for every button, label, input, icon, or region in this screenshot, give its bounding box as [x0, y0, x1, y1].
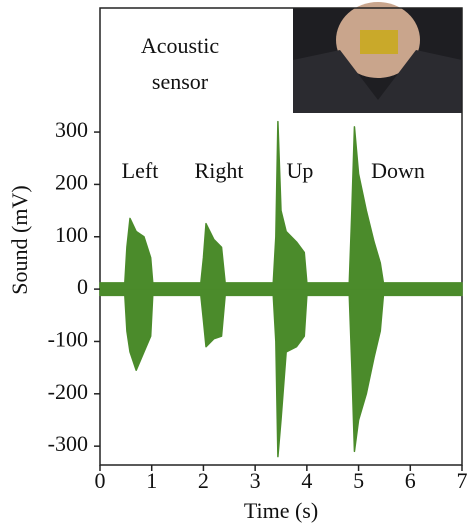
x-axis-label: Time (s) — [244, 498, 318, 523]
x-tick-label: 3 — [250, 468, 261, 493]
annotation: Left — [122, 158, 159, 183]
waveform — [99, 120, 463, 290]
annotation: Acoustic — [141, 33, 219, 58]
x-tick-label: 5 — [353, 468, 364, 493]
x-tick-label: 4 — [301, 468, 312, 493]
x-tick-label: 0 — [95, 468, 106, 493]
y-tick-label: 200 — [55, 169, 88, 194]
annotation: Right — [195, 158, 244, 183]
annotation: Down — [371, 158, 425, 183]
y-tick-label: -300 — [48, 431, 88, 456]
y-tick-label: -200 — [48, 379, 88, 404]
annotation: sensor — [152, 69, 209, 94]
y-tick-label: 300 — [55, 117, 88, 142]
waveform — [99, 288, 463, 458]
y-tick-label: 0 — [77, 274, 88, 299]
x-tick-label: 6 — [405, 468, 416, 493]
x-tick-label: 7 — [457, 468, 467, 493]
x-tick-label: 1 — [146, 468, 157, 493]
y-tick-label: 100 — [55, 222, 88, 247]
x-tick-label: 2 — [198, 468, 209, 493]
y-tick-label: -100 — [48, 327, 88, 352]
photo-collar — [293, 50, 462, 113]
annotation: Up — [287, 158, 314, 183]
photo-sensor — [360, 30, 398, 54]
y-axis-label: Sound (mV) — [7, 185, 32, 294]
